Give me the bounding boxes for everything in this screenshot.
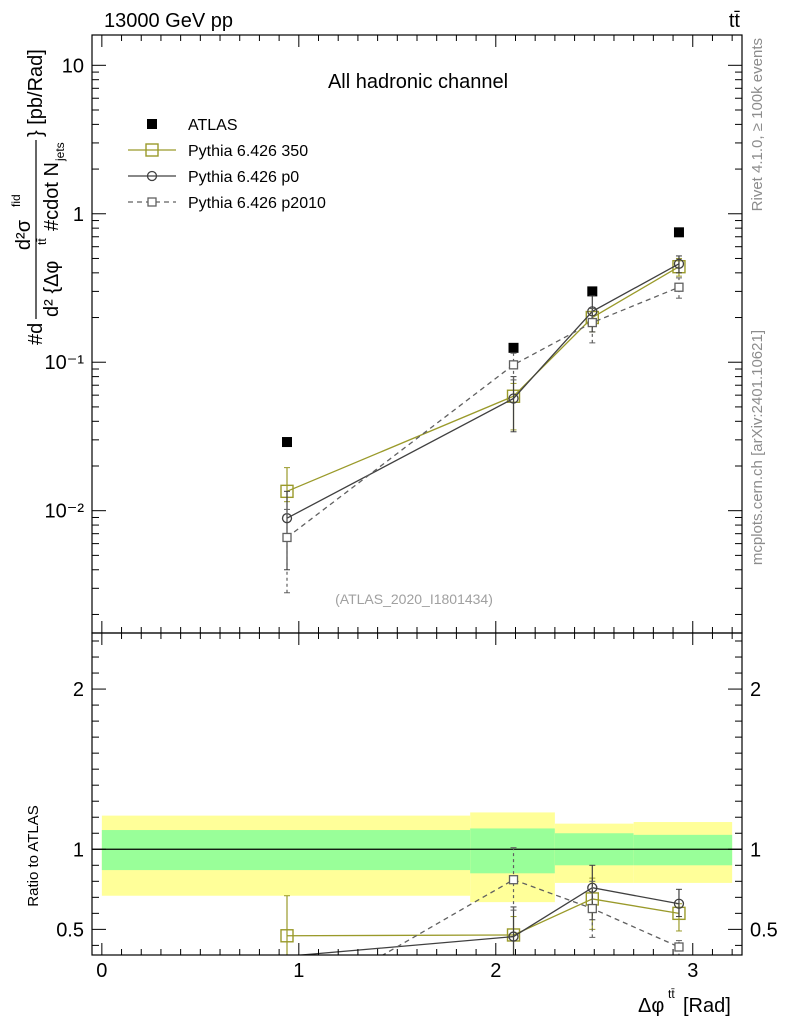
y-label-numerator: d²σ: [13, 219, 35, 250]
legend-entry: Pythia 6.426 p2010: [128, 195, 326, 212]
mcplots-label: mcplots.cern.ch [arXiv:2401.10621]: [749, 330, 766, 565]
main-y-axis-label: #d d²σ fid d² {Δφ tt̄ #cdot N jets } [pb…: [9, 49, 67, 345]
legend-label: Pythia 6.426 p2010: [188, 195, 326, 212]
legend-entry: ATLAS: [147, 117, 238, 134]
main-y-tick-label: 10⁻¹: [45, 352, 85, 374]
ratio-series-line: [286, 898, 680, 937]
x-tick-label: 2: [490, 960, 501, 982]
main-y-tick-label: 10⁻²: [45, 501, 85, 523]
ratio-y-tick-label-left: 1: [73, 839, 84, 861]
ratio-uncertainty-bands: [92, 812, 742, 903]
band-inner-0: [101, 830, 471, 871]
legend-marker: [147, 197, 157, 207]
ratio-y-axis-label: Ratio to ATLAS: [25, 805, 42, 906]
main-title: All hadronic channel: [328, 71, 508, 93]
final-state-label: tt̄: [729, 10, 741, 32]
ratio-point: [508, 875, 519, 885]
y-label-denominator: d² {Δφ: [41, 261, 63, 317]
legend-marker: [146, 170, 158, 182]
rivet-label: Rivet 4.1.0, ≥ 100k events: [749, 38, 766, 211]
x-label-main: Δφ: [638, 995, 664, 1017]
main-point: [282, 437, 292, 448]
ratio-series-line: [381, 878, 680, 955]
x-label-unit: [Rad]: [683, 995, 731, 1017]
data-marks: [223, 227, 686, 973]
main-y-tick-label: 10: [62, 55, 84, 77]
x-tick-label: 0: [96, 960, 107, 982]
y-label-tt: tt̄: [35, 238, 49, 245]
main-point: [673, 258, 685, 269]
ratio-y-tick-label-left: 0.5: [56, 919, 84, 941]
legend-entry: Pythia 6.426 350: [128, 143, 308, 160]
analysis-id: (ATLAS_2020_I1801434): [335, 591, 493, 607]
ratio-point: [587, 903, 597, 914]
y-label-fid: fid: [9, 194, 23, 207]
ratio-y-tick-label-left: 2: [73, 679, 84, 701]
x-tick-label: 1: [293, 960, 304, 982]
x-tick-label: 3: [687, 960, 698, 982]
ratio-point: [354, 965, 362, 973]
ratio-series-pythia-6-426-p2010: [354, 847, 684, 973]
main-point: [508, 360, 519, 370]
main-point: [587, 317, 597, 328]
legend: ATLAS Pythia 6.426 350 Pythia 6.426 p0 Pyth…: [128, 117, 326, 212]
y-label-jets: jets: [53, 142, 67, 162]
main-point: [673, 227, 684, 238]
main-series-atlas: [282, 227, 684, 448]
main-series-line: [286, 263, 680, 519]
ratio-point: [673, 898, 685, 909]
ratio-point: [280, 929, 294, 943]
main-series-pythia-6-426-350: [280, 257, 686, 503]
legend-label: Pythia 6.426 p0: [188, 169, 299, 186]
main-series-pythia-6-426-p0: [281, 255, 685, 571]
ratio-series-line: [294, 887, 680, 955]
ratio-y-tick-label-right: 1: [750, 839, 761, 861]
x-label-sup: tt̄: [668, 987, 675, 1001]
y-label-cdot: #cdot N: [41, 162, 63, 231]
main-point: [587, 286, 598, 297]
main-point: [508, 393, 519, 404]
ratio-point: [223, 957, 232, 966]
y-label-suffix: } [pb/Rad]: [25, 49, 47, 137]
main-y-tick-label: 1: [73, 204, 84, 226]
legend-entry: Pythia 6.426 p0: [128, 169, 299, 186]
legend-label: Pythia 6.426 350: [188, 143, 308, 160]
band-inner-1: [470, 828, 555, 874]
ratio-y-tick-label-right: 2: [750, 679, 761, 701]
main-point: [674, 282, 684, 292]
main-point: [282, 532, 292, 543]
band-inner-3: [633, 834, 733, 866]
process-label: 13000 GeV pp: [104, 10, 233, 32]
ratio-y-tick-label-right: 0.5: [750, 919, 778, 941]
main-point: [508, 342, 519, 353]
main-series-pythia-6-426-p2010: [282, 277, 684, 594]
x-axis-label: Δφ tt̄ [Rad]: [638, 987, 731, 1017]
axes: 0 1 2 3 10 1 10⁻¹ 10⁻² 0.5 0.5 1 1 2 2: [45, 34, 778, 982]
y-label-prefix: #d: [25, 323, 47, 345]
legend-label: ATLAS: [188, 117, 238, 134]
main-series-line: [286, 286, 680, 538]
ratio-point: [674, 942, 684, 952]
legend-marker: [147, 119, 157, 129]
ratio-frame: [91, 632, 743, 956]
ratio-point: [508, 931, 519, 942]
legend-marker: [145, 143, 159, 157]
main-series-line: [286, 266, 680, 492]
